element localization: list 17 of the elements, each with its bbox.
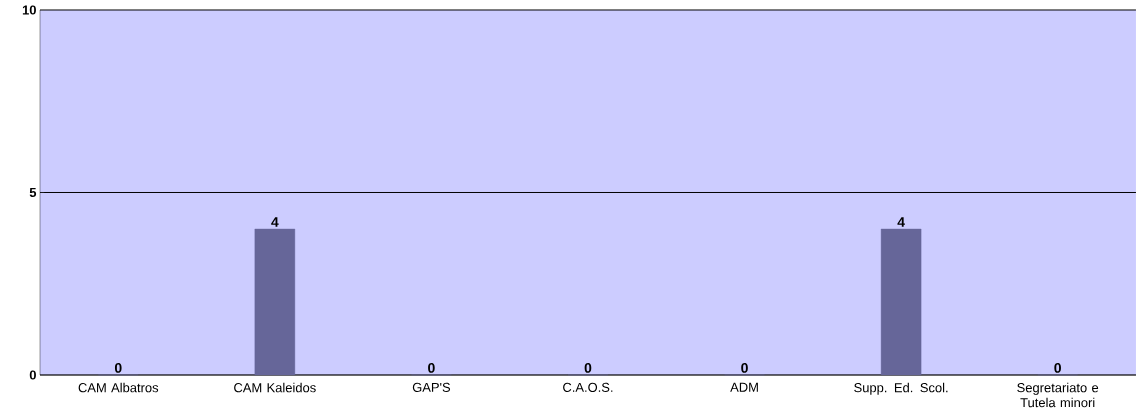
- data-label: 0: [741, 362, 748, 373]
- data-label: 0: [1054, 362, 1061, 373]
- y-tick-label: 5: [29, 187, 37, 198]
- x-tick-label: C.A.O.S.: [563, 382, 613, 392]
- x-tick-label: Segretariato e Tutela minori: [1017, 382, 1099, 408]
- data-label: 0: [428, 362, 435, 373]
- data-label: 0: [584, 362, 592, 373]
- x-tick-label: CAM Albatros: [78, 382, 159, 393]
- x-tick-label: CAM Kaleidos: [234, 382, 316, 393]
- x-tick-label: GAP'S: [412, 382, 451, 392]
- y-tick-label: 10: [22, 5, 36, 15]
- data-label: 4: [271, 217, 279, 227]
- x-tick-label: ADM: [730, 382, 758, 392]
- data-label: 4: [897, 217, 905, 227]
- y-tick-label: 0: [29, 370, 36, 380]
- data-label: 0: [114, 362, 122, 373]
- x-tick-label: Supp. Ed. Scol.: [854, 382, 948, 395]
